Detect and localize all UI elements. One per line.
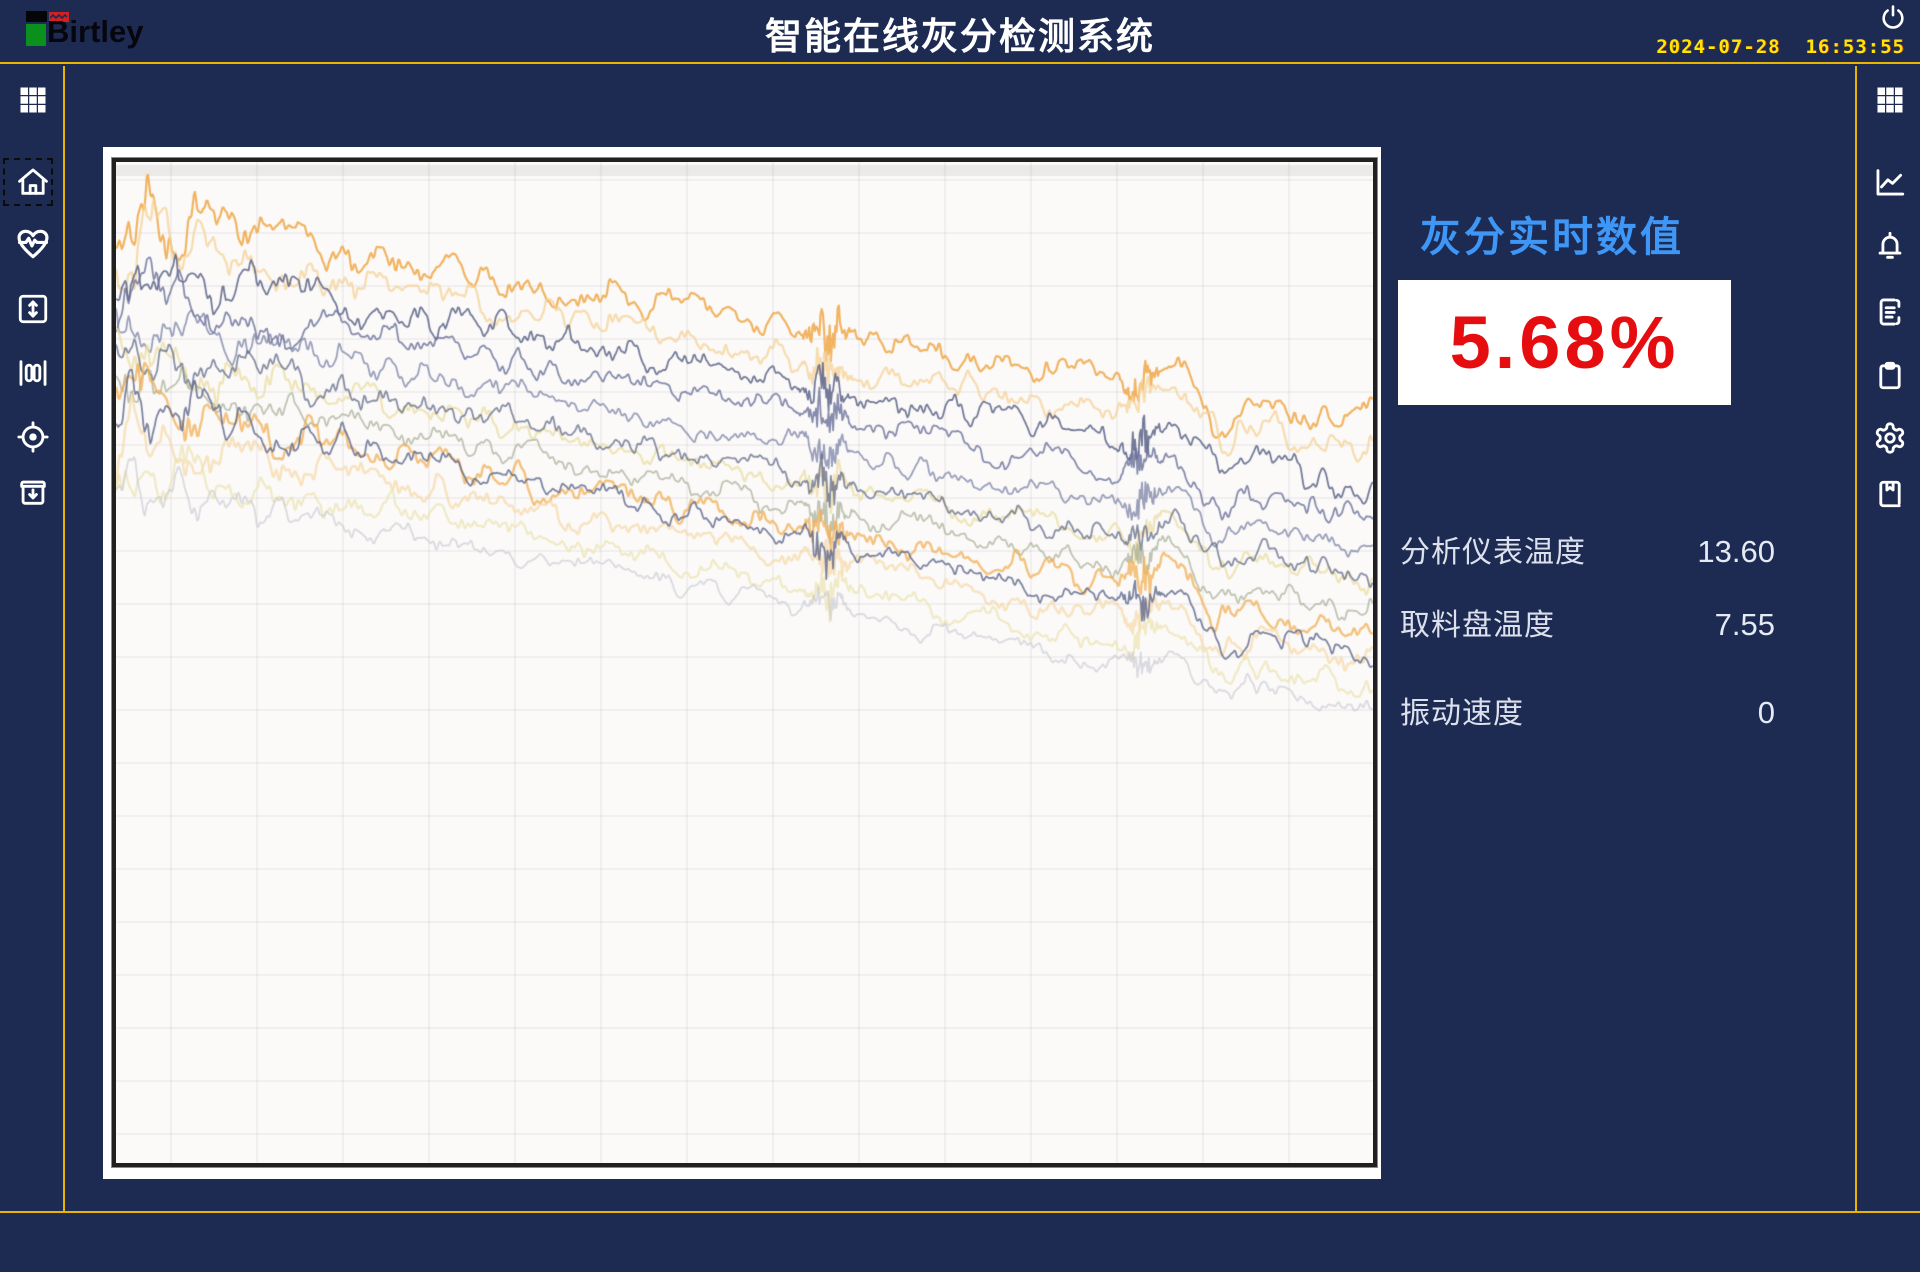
reading-value: 7.55 — [1714, 607, 1775, 642]
logo-green-block — [26, 24, 46, 46]
target-icon — [16, 420, 50, 454]
sidebar-item-menu-right[interactable] — [1870, 80, 1910, 120]
trend-chart-icon — [1873, 165, 1907, 199]
page-title: 智能在线灰分检测系统 — [765, 16, 1155, 57]
archive-down-icon — [16, 475, 50, 509]
sidebar-item-settings[interactable] — [1870, 418, 1910, 458]
reading-row-tray-temp: 取料盘温度 7.55 — [1400, 600, 1775, 642]
power-icon[interactable] — [1879, 4, 1907, 32]
trend-chart-canvas — [116, 162, 1373, 1163]
ash-value-box: 5.68% — [1398, 280, 1731, 405]
book-icon — [1873, 477, 1907, 511]
logo-red-block — [49, 12, 69, 22]
sidebar-item-storage[interactable] — [13, 472, 53, 512]
left-sidebar — [0, 66, 65, 1211]
sidebar-item-trends[interactable] — [1870, 162, 1910, 202]
focus-ring — [3, 158, 53, 206]
ash-value: 5.68% — [1449, 301, 1680, 384]
expand-vertical-icon — [16, 292, 50, 326]
datetime-display: 2024-07-28 16:53:55 — [1656, 36, 1905, 58]
report-icon — [1873, 295, 1907, 329]
heart-pulse-icon — [14, 225, 52, 263]
reading-row-vibration-speed: 振动速度 0 — [1400, 688, 1775, 730]
reading-value: 0 — [1757, 695, 1775, 730]
columns-icon — [16, 356, 50, 390]
grid-icon — [1875, 85, 1905, 115]
logo-text: Birtley — [47, 14, 144, 49]
reading-label: 分析仪表温度 — [1400, 536, 1586, 569]
header: Birtley 智能在线灰分检测系统 2024-07-28 16:53:55 — [0, 0, 1920, 64]
sidebar-item-monitor[interactable] — [13, 224, 53, 264]
sidebar-item-range[interactable] — [13, 289, 53, 329]
footer-strip — [0, 1213, 1920, 1272]
sidebar-item-columns[interactable] — [13, 353, 53, 393]
reading-row-analyzer-temp: 分析仪表温度 13.60 — [1400, 527, 1775, 569]
sidebar-item-reports[interactable] — [1870, 292, 1910, 332]
logo-zigzag-icon — [50, 13, 68, 20]
grid-icon — [18, 85, 48, 115]
sidebar-item-calibration[interactable] — [13, 417, 53, 457]
logo-black-block — [26, 11, 47, 22]
sidebar-item-alarms[interactable] — [1870, 226, 1910, 266]
reading-label: 振动速度 — [1400, 697, 1524, 730]
gear-icon — [1873, 421, 1907, 455]
readings-panel: 分析仪表温度 13.60 取料盘温度 7.55 振动速度 0 — [1400, 527, 1775, 730]
bell-icon — [1873, 229, 1907, 263]
sidebar-item-save[interactable] — [1870, 474, 1910, 514]
trend-chart-panel — [103, 147, 1381, 1179]
footer-divider — [0, 1211, 1920, 1213]
ash-panel-title: 灰分实时数值 — [1420, 214, 1684, 260]
right-sidebar — [1855, 66, 1920, 1211]
home-icon — [16, 165, 50, 199]
reading-label: 取料盘温度 — [1400, 609, 1555, 642]
reading-value: 13.60 — [1697, 534, 1775, 569]
sidebar-item-home[interactable] — [13, 162, 53, 202]
sidebar-item-menu[interactable] — [13, 80, 53, 120]
clipboard-icon — [1873, 359, 1907, 393]
sidebar-item-records[interactable] — [1870, 356, 1910, 396]
trend-chart-frame — [112, 158, 1377, 1167]
birtley-logo: Birtley — [26, 9, 186, 51]
